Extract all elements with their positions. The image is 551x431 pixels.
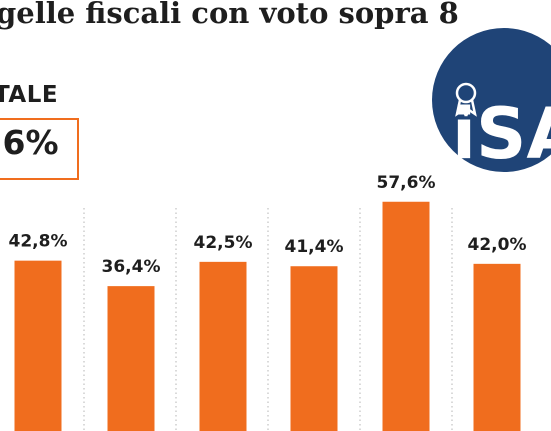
bar <box>290 266 338 431</box>
bar-value-label: 36,4% <box>102 257 161 277</box>
total-value: ,6% <box>0 123 59 162</box>
total-box <box>0 118 79 180</box>
logo-circle <box>432 28 551 172</box>
chart-title: gelle fiscali con voto sopra 8 <box>0 0 459 30</box>
bar <box>473 263 521 431</box>
logo-text: iSA <box>452 93 551 172</box>
bar <box>199 261 247 431</box>
bar-value-label: 41,4% <box>285 237 344 257</box>
bar-value-label: 42,5% <box>194 233 253 253</box>
bar <box>107 286 155 431</box>
total-label: TALE <box>0 82 59 108</box>
isa-logo: iSA <box>432 28 551 172</box>
award-ribbon-icon <box>455 82 477 117</box>
bar <box>14 260 62 431</box>
bar-value-label: 57,6% <box>377 173 436 193</box>
bar-value-label: 42,8% <box>9 232 68 252</box>
bar <box>382 201 430 431</box>
bar-value-label: 42,0% <box>468 235 527 255</box>
